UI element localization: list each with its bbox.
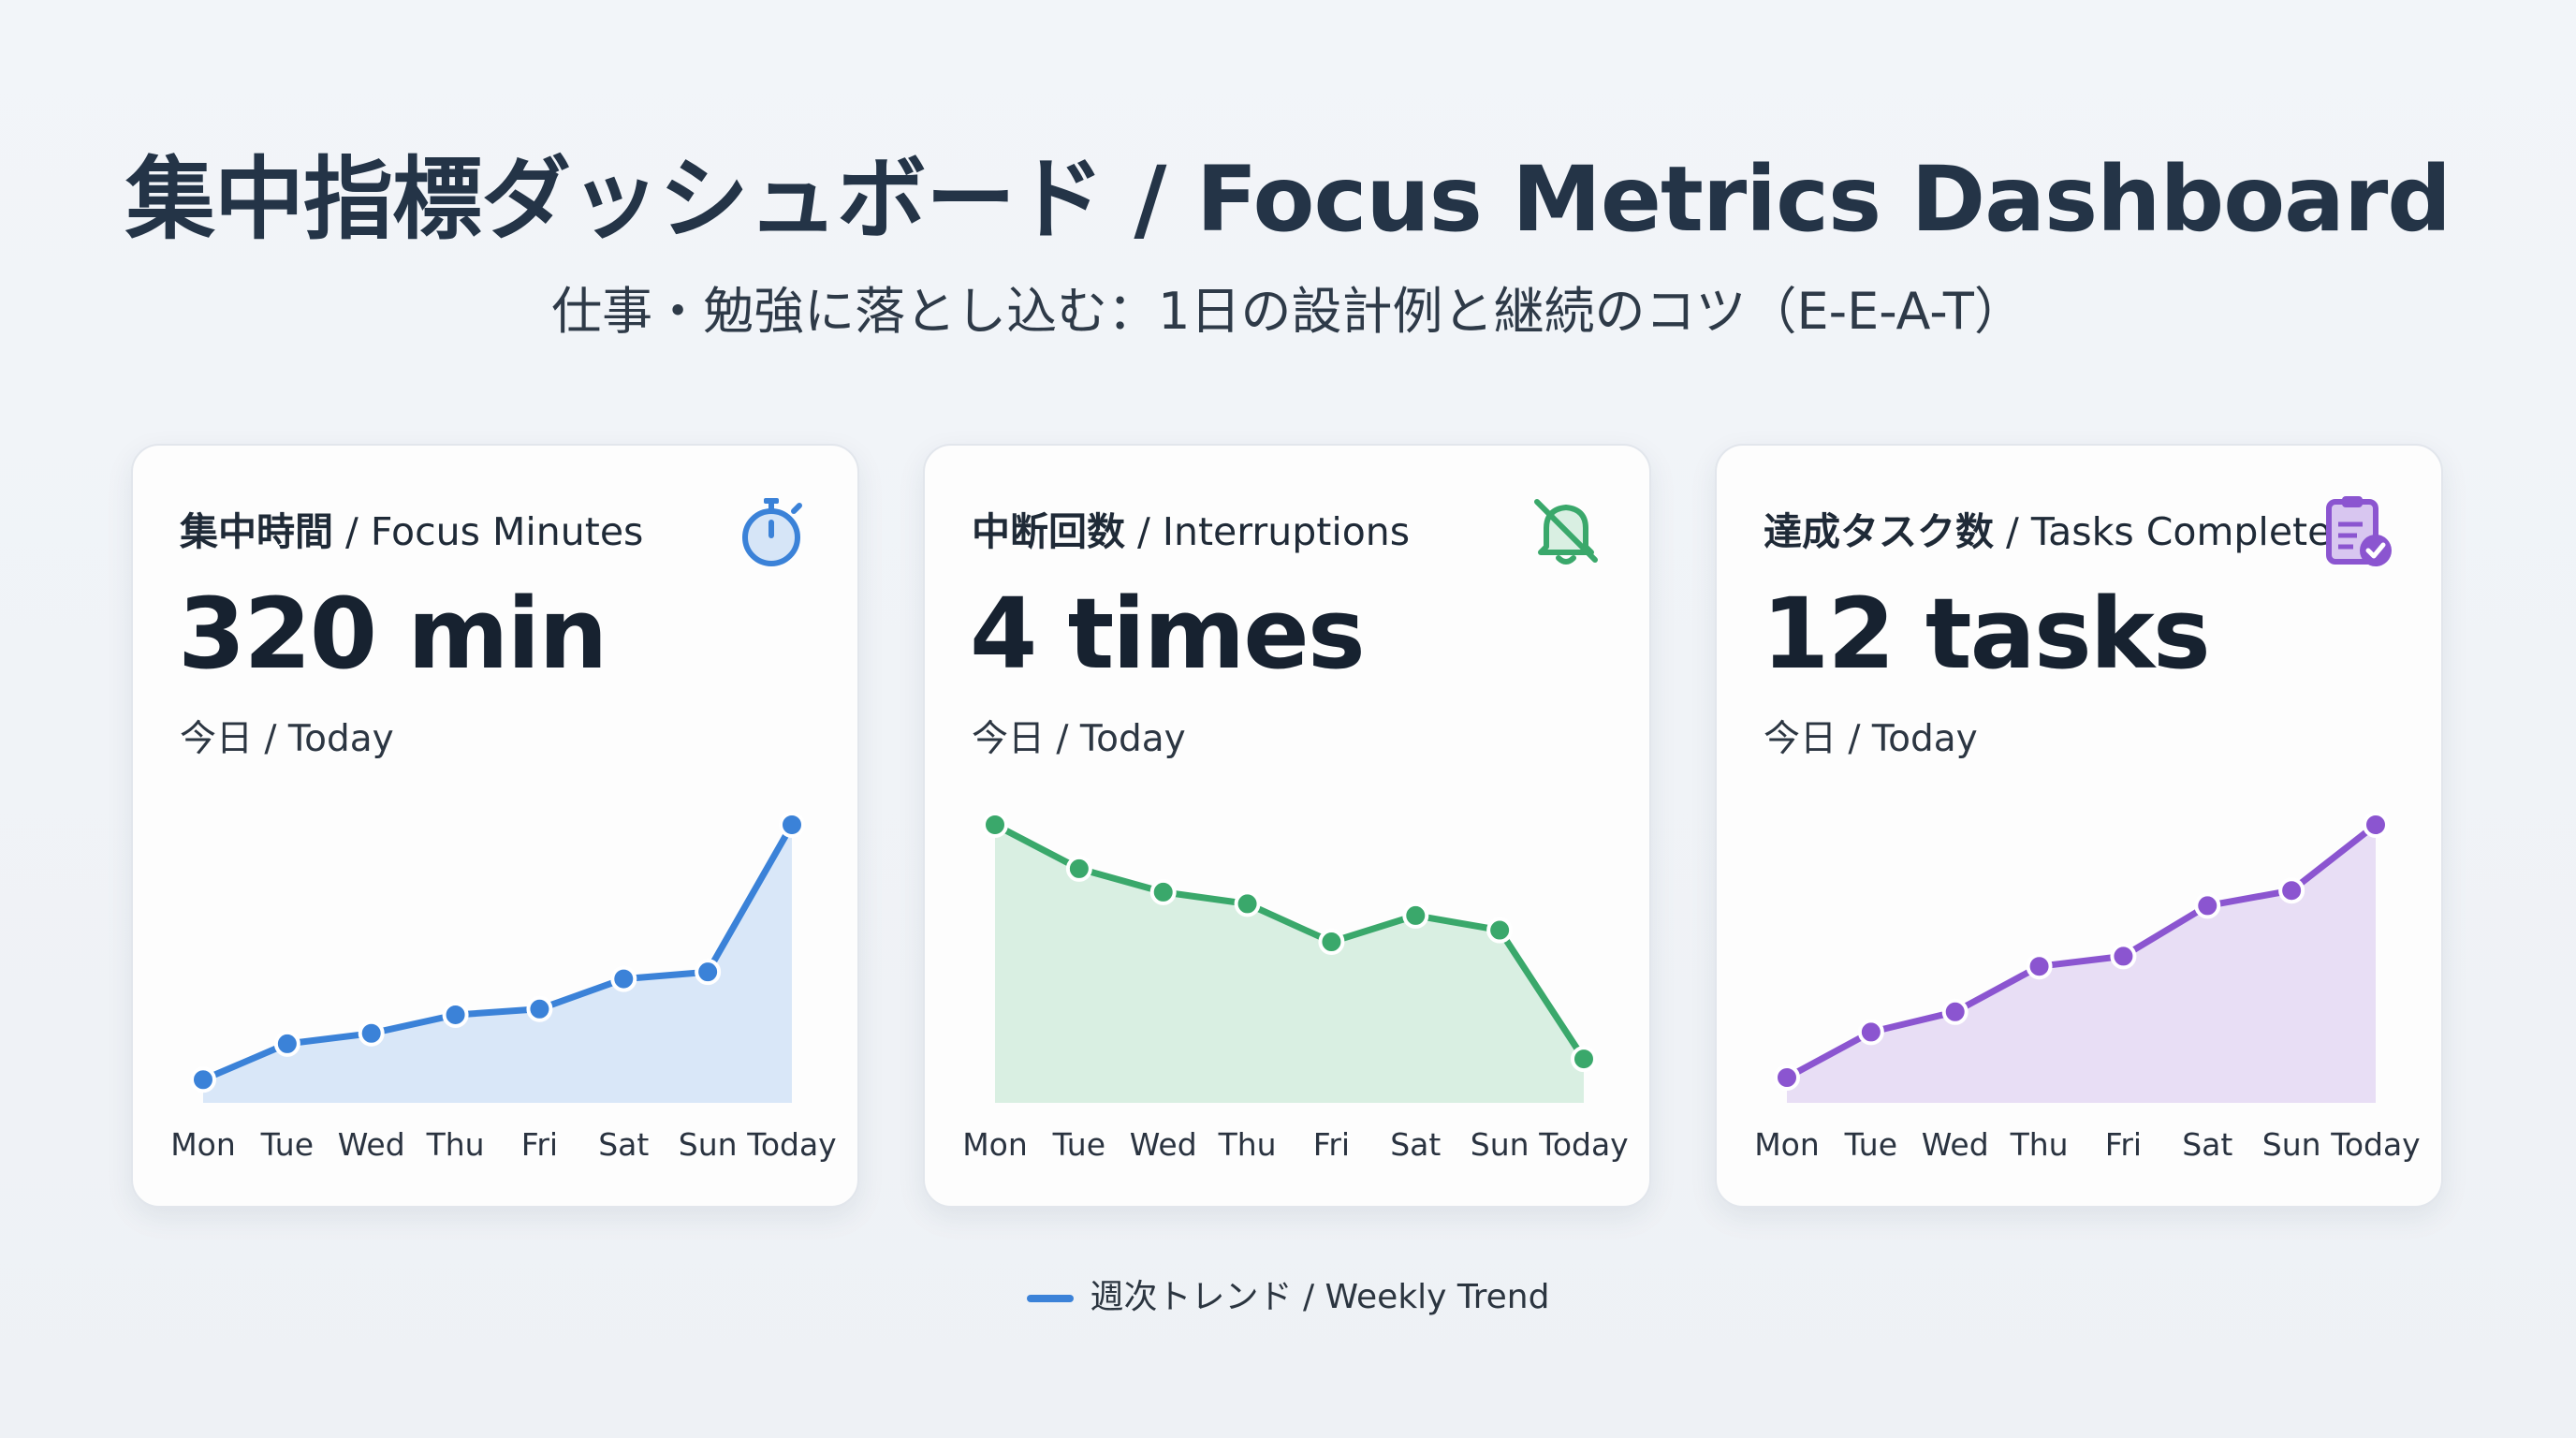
card-title: 達成タスク数 / Tasks Completed	[1764, 500, 2355, 556]
x-tick-label: Mon	[962, 1126, 1028, 1163]
series-line	[199, 821, 796, 1083]
card-title-en: / Interruptions	[1125, 509, 1411, 554]
data-point-thu	[442, 1001, 469, 1028]
data-point-fri	[526, 995, 553, 1022]
x-tick-label: Today	[746, 1126, 836, 1163]
x-tick-label: Sun	[679, 1126, 738, 1163]
data-point-fri	[2110, 943, 2137, 970]
data-point-sat	[2194, 892, 2221, 919]
card-interruptions: 中断回数 / Interruptions 4 times 今日 / Today …	[923, 444, 1651, 1208]
card-focus-minutes: 集中時間 / Focus Minutes 320 min 今日 / Today …	[131, 444, 859, 1208]
x-tick-label: Fri	[2105, 1126, 2142, 1163]
data-point-fri	[1318, 929, 1345, 956]
stopwatch-icon	[742, 498, 802, 566]
data-point-today	[779, 812, 805, 838]
data-point-sun	[2278, 877, 2305, 904]
x-tick-label: Wed	[1130, 1126, 1197, 1163]
x-tick-label: Fri	[521, 1126, 558, 1163]
series-line	[991, 821, 1588, 1063]
x-tick-label: Sat	[598, 1126, 649, 1163]
x-tick-label: Tue	[1844, 1126, 1897, 1163]
clipboard-check-icon	[2326, 496, 2392, 566]
metric-value: 4 times	[970, 577, 1366, 691]
area-fill	[995, 825, 1584, 1103]
data-point-tue	[273, 1030, 300, 1057]
bell-off-icon	[1534, 499, 1598, 565]
legend: 週次トレンド / Weekly Trend	[0, 1269, 2576, 1318]
x-tick-label: Sun	[2262, 1126, 2321, 1163]
legend-label: 週次トレンド / Weekly Trend	[1090, 1278, 1550, 1316]
x-tick-label: Mon	[170, 1126, 236, 1163]
page-title: 集中指標ダッシュボード / Focus Metrics Dashboard	[124, 147, 2452, 252]
data-point-tue	[1065, 855, 1092, 882]
metric-period: 今日 / Today	[972, 718, 1186, 760]
x-tick-label: Sun	[1471, 1126, 1530, 1163]
x-tick-label: Wed	[1922, 1126, 1989, 1163]
card-title-en: / Tasks Completed	[1994, 509, 2356, 554]
data-point-sun	[1486, 917, 1514, 944]
data-point-wed	[358, 1020, 385, 1047]
card-title: 集中時間 / Focus Minutes	[180, 500, 643, 556]
x-tick-label: Wed	[338, 1126, 405, 1163]
data-point-tue	[1857, 1019, 1884, 1046]
x-tick-label: Tue	[260, 1126, 314, 1163]
data-point-wed	[1149, 878, 1177, 905]
data-point-thu	[1234, 890, 1261, 917]
legend-swatch	[1026, 1295, 1074, 1302]
x-tick-label: Sat	[1390, 1126, 1441, 1163]
x-tick-label: Fri	[1313, 1126, 1350, 1163]
card-title-en: / Focus Minutes	[333, 509, 644, 554]
x-tick-label: Today	[2330, 1126, 2420, 1163]
data-point-mon	[1774, 1064, 1800, 1091]
card-title-ja: 集中時間	[180, 509, 333, 554]
card-title-ja: 達成タスク数	[1764, 509, 1994, 554]
card-title-ja: 中断回数	[972, 509, 1125, 554]
data-point-today	[2363, 812, 2389, 838]
data-point-today	[1571, 1046, 1597, 1073]
data-point-sat	[610, 965, 637, 992]
x-tick-label: Tue	[1052, 1126, 1105, 1163]
x-tick-label: Thu	[2010, 1126, 2069, 1163]
x-tick-label: Sat	[2182, 1126, 2232, 1163]
card-tasks-completed: 達成タスク数 / Tasks Completed 12 tasks 今日 / T…	[1715, 444, 2443, 1208]
data-point-mon	[190, 1066, 216, 1093]
data-point-sun	[695, 959, 722, 986]
metric-value: 320 min	[178, 577, 607, 691]
series-line	[1783, 821, 2379, 1081]
x-tick-label: Thu	[426, 1126, 485, 1163]
interruptions-chart: Mon Tue Wed Thu Fri Sat Sun Today	[962, 812, 1629, 1163]
metric-period: 今日 / Today	[180, 718, 394, 760]
data-point-thu	[2026, 953, 2053, 980]
data-point-sat	[1402, 902, 1429, 929]
tasks-completed-chart: Mon Tue Wed Thu Fri Sat Sun Today	[1754, 812, 2421, 1163]
data-point-mon	[982, 812, 1008, 838]
x-tick-label: Today	[1538, 1126, 1628, 1163]
metric-value: 12 tasks	[1762, 577, 2211, 691]
page-subtitle: 仕事・勉強に落とし込む：1日の設計例と継続のコツ（E-E-A-T）	[551, 282, 2025, 341]
x-tick-label: Mon	[1754, 1126, 1820, 1163]
card-title: 中断回数 / Interruptions	[972, 500, 1410, 556]
area-fill	[203, 825, 792, 1103]
x-tick-label: Thu	[1218, 1126, 1277, 1163]
metric-period: 今日 / Today	[1764, 718, 1978, 760]
data-point-wed	[1941, 998, 1969, 1025]
focus-minutes-chart: Mon Tue Wed Thu Fri Sat Sun Today	[170, 812, 837, 1163]
